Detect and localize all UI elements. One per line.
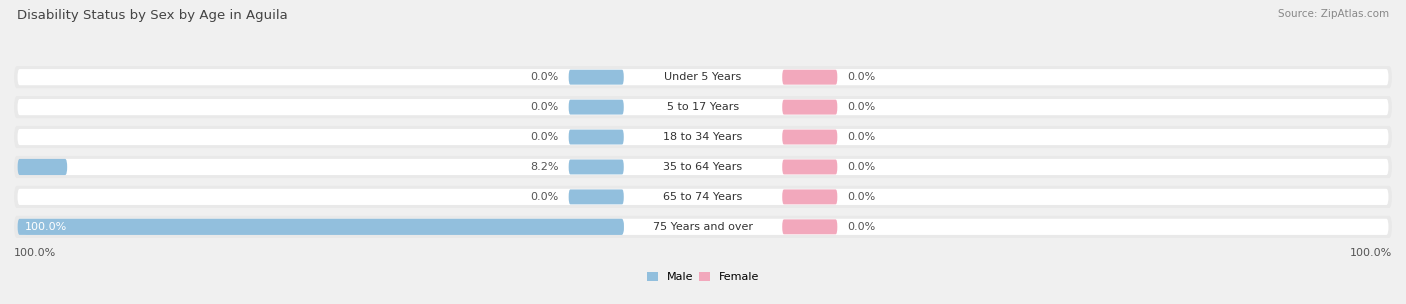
FancyBboxPatch shape — [17, 219, 1389, 235]
FancyBboxPatch shape — [782, 160, 838, 174]
Text: 0.0%: 0.0% — [848, 72, 876, 82]
Text: 0.0%: 0.0% — [848, 222, 876, 232]
FancyBboxPatch shape — [14, 66, 1392, 88]
FancyBboxPatch shape — [14, 96, 1392, 118]
Text: 5 to 17 Years: 5 to 17 Years — [666, 102, 740, 112]
Text: 0.0%: 0.0% — [848, 102, 876, 112]
Text: 0.0%: 0.0% — [848, 162, 876, 172]
FancyBboxPatch shape — [17, 159, 67, 175]
FancyBboxPatch shape — [14, 186, 1392, 208]
Text: Source: ZipAtlas.com: Source: ZipAtlas.com — [1278, 9, 1389, 19]
Text: 100.0%: 100.0% — [14, 248, 56, 258]
FancyBboxPatch shape — [17, 189, 1389, 205]
FancyBboxPatch shape — [782, 100, 838, 115]
Text: 35 to 64 Years: 35 to 64 Years — [664, 162, 742, 172]
Legend: Male, Female: Male, Female — [643, 267, 763, 287]
FancyBboxPatch shape — [568, 160, 624, 174]
FancyBboxPatch shape — [14, 216, 1392, 238]
Text: 65 to 74 Years: 65 to 74 Years — [664, 192, 742, 202]
Text: 8.2%: 8.2% — [530, 162, 558, 172]
Text: 0.0%: 0.0% — [530, 102, 558, 112]
FancyBboxPatch shape — [568, 189, 624, 204]
FancyBboxPatch shape — [14, 156, 1392, 178]
Text: Disability Status by Sex by Age in Aguila: Disability Status by Sex by Age in Aguil… — [17, 9, 288, 22]
FancyBboxPatch shape — [782, 70, 838, 85]
FancyBboxPatch shape — [782, 130, 838, 144]
Text: 100.0%: 100.0% — [1350, 248, 1392, 258]
FancyBboxPatch shape — [17, 129, 1389, 145]
FancyBboxPatch shape — [17, 219, 624, 235]
Text: 18 to 34 Years: 18 to 34 Years — [664, 132, 742, 142]
Text: 0.0%: 0.0% — [848, 192, 876, 202]
Text: 75 Years and over: 75 Years and over — [652, 222, 754, 232]
FancyBboxPatch shape — [17, 159, 1389, 175]
FancyBboxPatch shape — [568, 130, 624, 144]
FancyBboxPatch shape — [782, 219, 838, 234]
FancyBboxPatch shape — [568, 100, 624, 115]
Text: 100.0%: 100.0% — [24, 222, 66, 232]
FancyBboxPatch shape — [568, 70, 624, 85]
Text: Under 5 Years: Under 5 Years — [665, 72, 741, 82]
Text: 0.0%: 0.0% — [848, 132, 876, 142]
Text: 0.0%: 0.0% — [530, 72, 558, 82]
FancyBboxPatch shape — [17, 69, 1389, 85]
Text: 0.0%: 0.0% — [530, 192, 558, 202]
Text: 0.0%: 0.0% — [530, 132, 558, 142]
FancyBboxPatch shape — [14, 126, 1392, 148]
FancyBboxPatch shape — [17, 99, 1389, 115]
FancyBboxPatch shape — [782, 189, 838, 204]
FancyBboxPatch shape — [24, 219, 624, 234]
